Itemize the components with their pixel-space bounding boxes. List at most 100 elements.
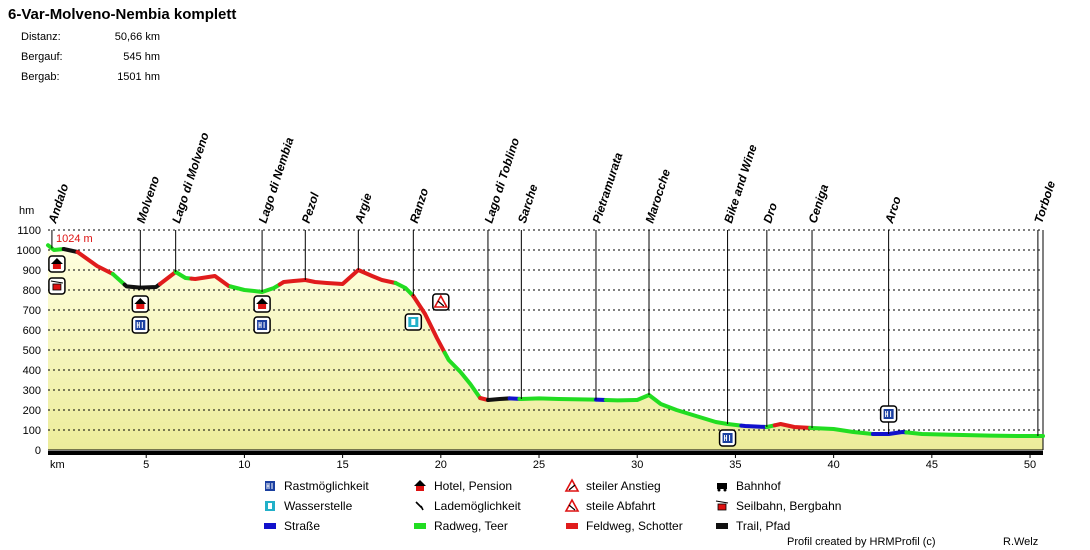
legend-label: Seilbahn, Bergbahn [736,499,841,513]
x-tick-label: 35 [729,459,741,471]
x-tick-label: 50 [1024,459,1036,471]
profile-segment-radweg [393,281,416,298]
ascent-label: Bergauf: [21,51,63,63]
profile-segment-trail [122,282,162,290]
anstieg-icon [564,478,580,492]
rast-icon [131,316,150,334]
legend-label: Bahnhof [736,479,781,493]
waypoint-label: Pietramurata [590,151,626,225]
waypoint-label: Pezol [299,190,322,225]
waypoint-label: Bike and Wine [721,142,760,225]
x-tick-label: 20 [435,459,447,471]
legend-label: Straße [284,519,320,533]
x-tick-label: 15 [336,459,348,471]
author-text: R.Welz [1003,536,1039,548]
x-tick-label: 30 [631,459,643,471]
profile-segment-radweg [603,393,744,428]
radweg-icon [414,523,426,529]
y-tick-label: 400 [23,365,41,377]
legend-label: Hotel, Pension [434,479,512,493]
profile-segment-feldweg [277,268,398,287]
legend-label: steiler Anstieg [586,479,661,493]
x-axis-label: km [50,459,65,471]
waypoint-label: Torbole [1031,179,1058,225]
profile-segment-radweg [517,396,598,402]
abfahrt-icon [564,498,580,512]
profile-segment-radweg [110,272,127,287]
hotel-icon [48,255,66,273]
profile-area-fill [48,245,1043,450]
waypoint-label: Ranzo [407,186,431,225]
waypoint-label: Marocche [643,167,674,225]
waypoint-label: Dro [760,201,780,225]
y-tick-label: 500 [23,345,41,357]
hotel-icon [253,295,271,313]
abfahrt-icon [432,293,450,311]
waypoint-label: Lago di Molveno [169,131,212,225]
waypoint-label: Andalo [45,182,71,226]
wasser-icon [265,501,275,511]
y-tick-label: 1000 [17,245,41,257]
profile-segment-feldweg [411,294,447,355]
profile-segment-strasse [870,430,909,436]
x-tick-label: 10 [238,459,250,471]
seilbahn-icon [48,277,66,295]
profile-segment-radweg [808,425,875,436]
profile-segment-strasse [739,423,769,429]
profile-segment-feldweg [158,270,178,286]
waypoint-label: Argie [352,191,375,226]
wasser-icon [404,313,423,331]
waypoint-label: Ceniga [806,182,832,225]
hotel-icon [131,295,150,313]
ascent-value: 545 hm [123,51,160,63]
y-tick-label: 200 [23,405,41,417]
legend-label: Feldweg, Schotter [586,519,683,533]
rast-icon [265,481,275,491]
y-tick-label: 600 [23,325,41,337]
x-tick-label: 25 [533,459,545,471]
strasse-icon [264,523,276,529]
legend-label: Trail, Pfad [736,519,790,533]
profile-segment-trail [61,247,80,254]
y-tick-label: 800 [23,285,41,297]
seilbahn-icon [715,500,729,511]
hotel-icon [414,480,426,491]
y-tick-label: 0 [35,445,41,457]
profile-segment-radweg [228,282,282,294]
waypoint-label: Lago di Nembia [256,135,297,225]
x-tick-label: 40 [828,459,840,471]
profile-segment-feldweg [75,250,115,276]
y-axis-label: hm [19,205,34,217]
x-tick-label: 5 [143,459,149,471]
descent-label: Bergab: [21,71,60,83]
profile-segment-radweg [442,350,483,400]
y-tick-label: 1100 [17,225,41,237]
profile-segment-radweg [904,430,1045,438]
descent-value: 1501 hm [117,71,160,83]
max-elevation-label: 1024 m [56,233,93,245]
legend-label: Radweg, Teer [434,519,508,533]
waypoint-label: Lago di Toblino [481,136,522,225]
rast-icon [253,316,271,334]
profile-segment-trail [486,396,512,402]
waypoint-label: Molveno [134,174,162,225]
x-tick-label: 45 [926,459,938,471]
bahnhof-icon [717,483,727,492]
legend-label: Rastmöglichkeit [284,479,369,493]
profile-segment-radweg [46,243,66,252]
y-tick-label: 100 [23,425,41,437]
distance-label: Distanz: [21,31,61,43]
profile-segment-feldweg [772,422,813,430]
profile-title: 6-Var-Molveno-Nembia komplett [8,6,237,23]
rast-icon [718,429,737,447]
x-axis-bar [48,451,1043,455]
distance-value: 50,66 km [114,31,160,43]
legend-label: Wasserstelle [284,499,353,513]
y-tick-label: 300 [23,385,41,397]
y-tick-label: 900 [23,265,41,277]
legend-label: Lademöglichkeit [434,499,521,513]
credit-text: Profil created by HRMProfil (c) [787,536,936,548]
feldweg-icon [566,523,578,529]
rast-icon [879,405,898,423]
